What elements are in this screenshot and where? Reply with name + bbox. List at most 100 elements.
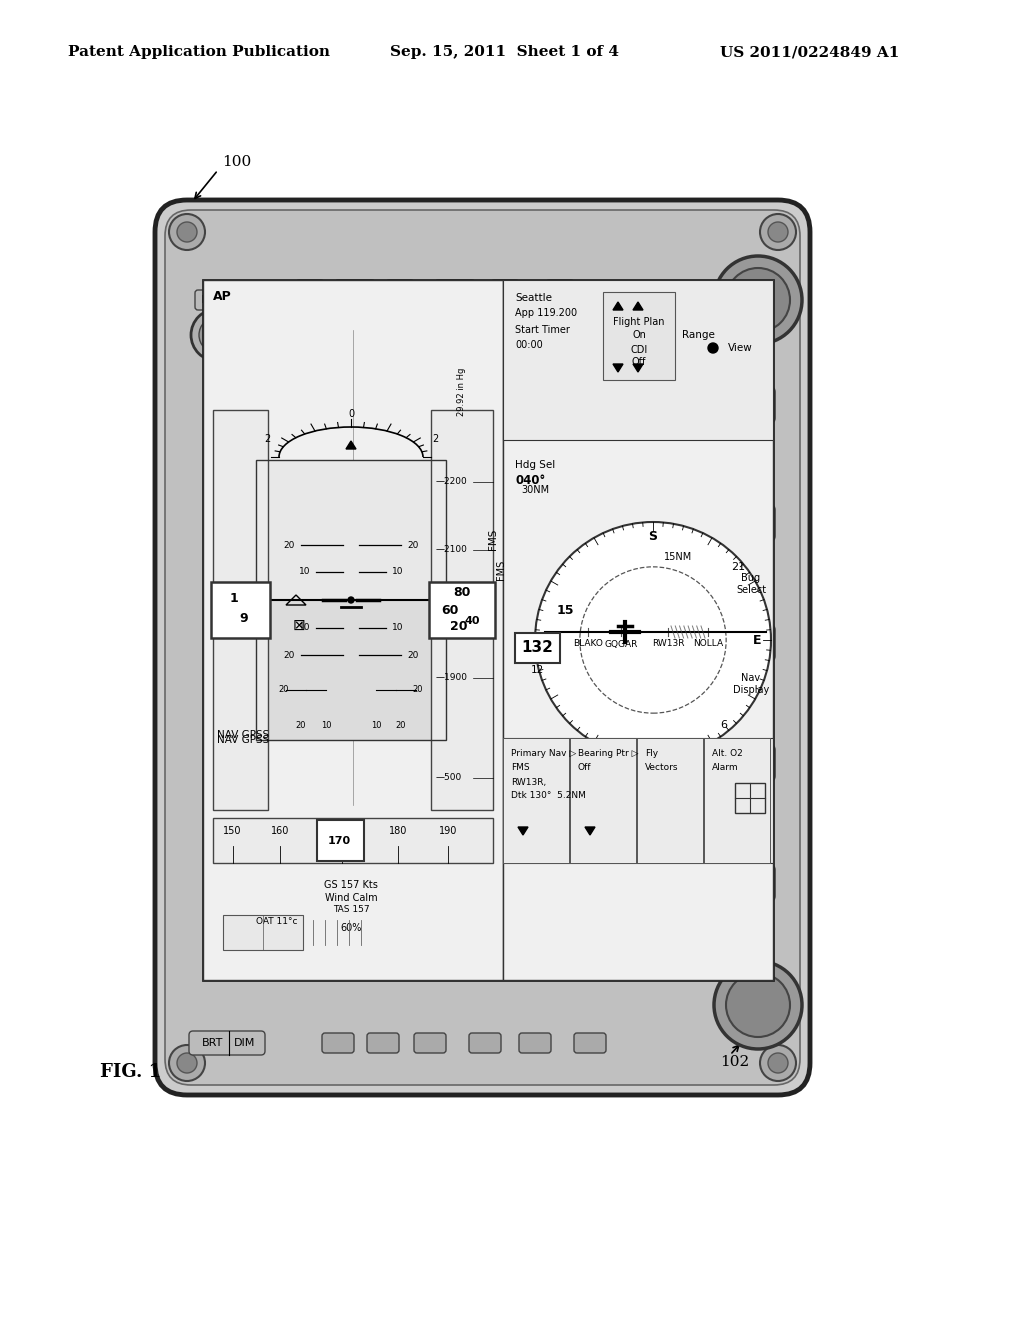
FancyBboxPatch shape [189,1031,265,1055]
Circle shape [760,1045,796,1081]
Polygon shape [633,364,643,372]
Bar [503,738,569,863]
Text: 20: 20 [395,721,407,730]
Bar [223,915,303,950]
Text: Wind Calm: Wind Calm [325,894,377,903]
Text: Bearing Ptr ▷: Bearing Ptr ▷ [578,750,639,759]
Text: 150: 150 [223,825,242,836]
Text: 15: 15 [556,603,573,616]
Text: —500: —500 [436,774,462,783]
Circle shape [169,1045,205,1081]
FancyBboxPatch shape [165,210,800,1085]
Text: NAV GPSS: NAV GPSS [217,735,269,744]
Text: BARO: BARO [201,294,232,305]
Text: 20: 20 [279,685,289,694]
Text: DIM: DIM [234,1038,256,1048]
Text: Nav: Nav [741,673,761,682]
Circle shape [726,268,790,333]
Polygon shape [613,302,623,310]
Text: 20: 20 [451,620,468,634]
Text: 190: 190 [439,825,458,836]
Text: 20: 20 [407,540,419,549]
Polygon shape [633,302,643,310]
Text: Alt. O2: Alt. O2 [712,750,742,759]
Text: 21: 21 [731,562,745,572]
Text: —2100: —2100 [436,545,468,554]
Circle shape [177,1053,197,1073]
Text: CDI: CDI [631,345,647,355]
Bar [503,280,773,979]
Bar [213,818,493,863]
Text: 1: 1 [229,593,239,606]
Bar [503,280,773,440]
Text: 10: 10 [299,568,310,577]
Bar [256,459,446,741]
FancyBboxPatch shape [414,1034,446,1053]
FancyBboxPatch shape [705,387,775,422]
Text: CHKL: CHKL [722,399,759,412]
FancyBboxPatch shape [296,280,324,294]
Circle shape [177,222,197,242]
Text: 60%: 60% [340,923,361,933]
Text: E: E [753,634,761,647]
Text: Sep. 15, 2011  Sheet 1 of 4: Sep. 15, 2011 Sheet 1 of 4 [390,45,618,59]
Bar [705,738,770,863]
Text: 9: 9 [240,612,248,624]
Text: Seattle: Seattle [515,293,552,304]
Text: 15NM: 15NM [664,552,692,562]
FancyBboxPatch shape [705,506,775,541]
Text: 170: 170 [333,825,351,836]
Circle shape [714,256,802,345]
Bar [256,601,446,741]
FancyBboxPatch shape [195,290,241,310]
Circle shape [768,222,788,242]
Text: Fly: Fly [645,750,658,759]
Text: 10: 10 [371,721,381,730]
Text: RW13R: RW13R [651,639,684,648]
FancyBboxPatch shape [367,1034,399,1053]
Text: 80: 80 [454,586,471,598]
Text: 100: 100 [222,154,251,169]
Text: Off: Off [578,763,592,772]
Circle shape [191,309,243,360]
Circle shape [199,317,234,352]
Text: 12: 12 [530,665,544,675]
Bar [637,738,703,863]
Text: 10: 10 [321,721,331,730]
Text: 10: 10 [392,568,403,577]
Text: —2000: —2000 [436,606,468,615]
Text: 10: 10 [392,623,403,632]
Bar [203,280,773,979]
Text: 20: 20 [296,721,306,730]
Text: FMS: FMS [488,528,498,549]
Bar [735,783,765,813]
Text: 040°: 040° [515,474,545,487]
Text: GS 157 Kts: GS 157 Kts [324,880,378,890]
Bar [203,280,503,979]
Text: Display: Display [733,685,769,696]
FancyBboxPatch shape [574,1034,606,1053]
Circle shape [169,214,205,249]
Text: BRT: BRT [203,1038,223,1048]
Bar [211,582,270,638]
Text: 6: 6 [720,719,727,730]
Text: Patent Application Publication: Patent Application Publication [68,45,330,59]
Text: 180: 180 [389,825,407,836]
Text: Range: Range [682,330,715,341]
Text: GQGAR: GQGAR [604,639,638,648]
Text: 102: 102 [720,1055,750,1069]
Text: App 119.200: App 119.200 [515,308,578,318]
Text: Off: Off [632,356,646,367]
Text: Hdg Sel: Hdg Sel [515,459,555,470]
Text: MAP: MAP [724,636,756,649]
Text: 132: 132 [521,640,553,656]
Text: Primary Nav ▷: Primary Nav ▷ [511,750,577,759]
Circle shape [768,1053,788,1073]
Text: 40: 40 [464,616,480,626]
FancyBboxPatch shape [705,865,775,902]
Text: 2: 2 [264,434,270,444]
FancyBboxPatch shape [490,280,519,294]
Text: —2200: —2200 [436,478,468,487]
Text: SYS: SYS [726,516,754,529]
FancyBboxPatch shape [546,280,574,294]
